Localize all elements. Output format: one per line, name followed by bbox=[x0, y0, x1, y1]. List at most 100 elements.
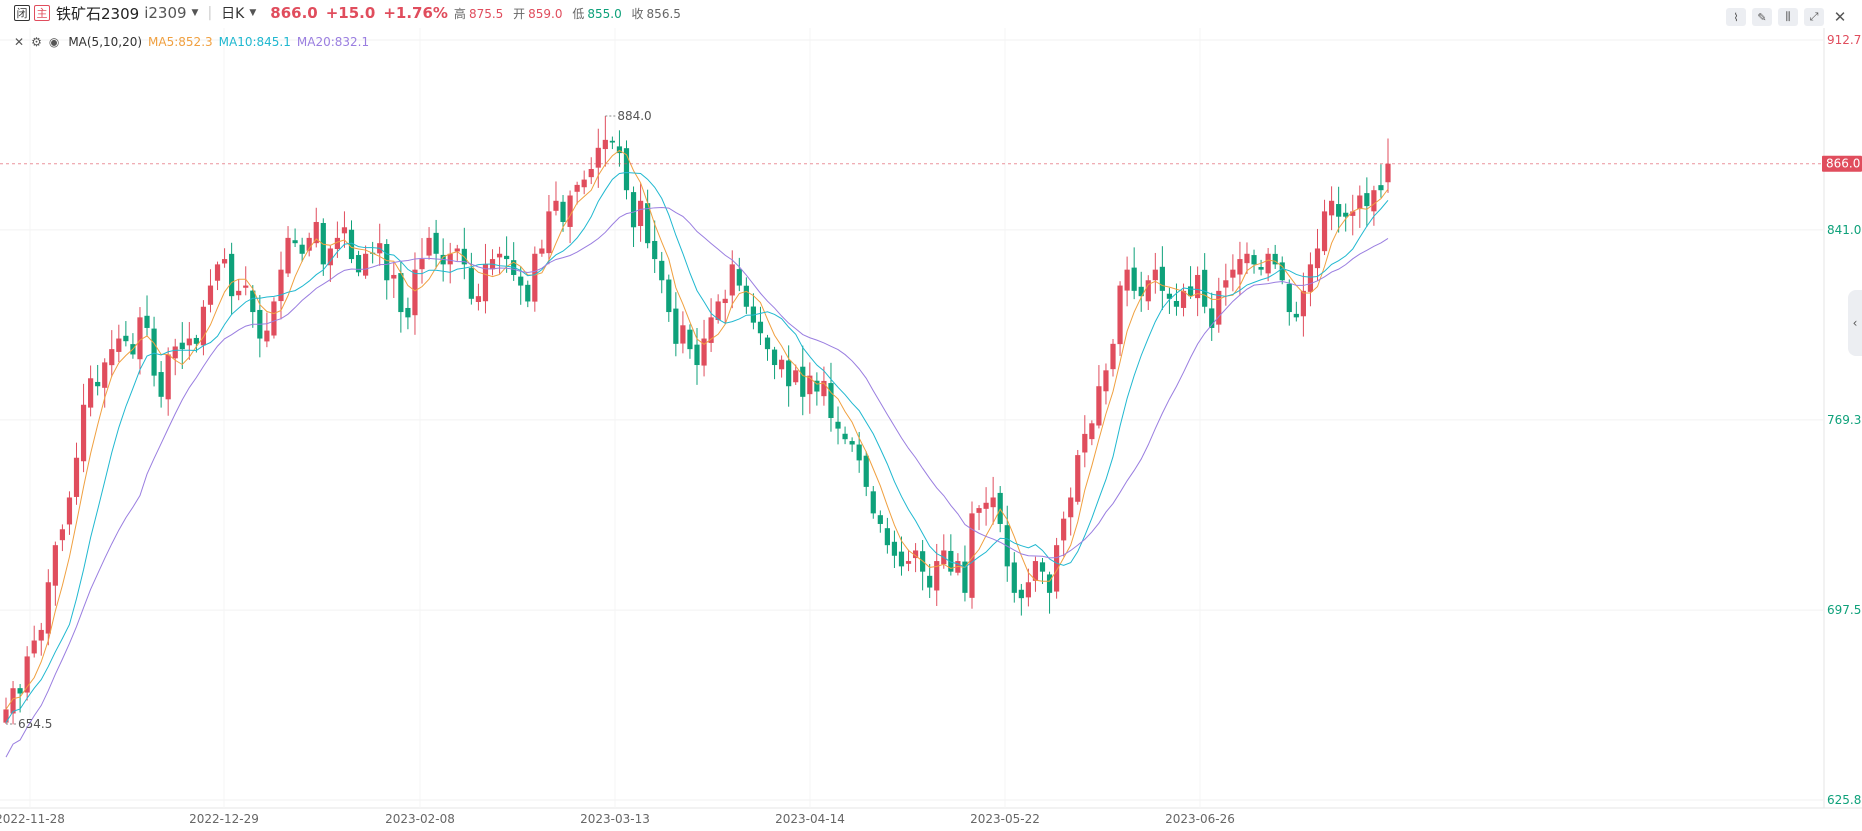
candle-body bbox=[990, 497, 996, 508]
symbol-code[interactable]: i2309 bbox=[144, 4, 187, 22]
candle-body bbox=[468, 268, 474, 299]
candle-body bbox=[687, 329, 693, 350]
candle-body bbox=[637, 200, 644, 227]
pencil-icon[interactable]: ✎ bbox=[1752, 8, 1772, 26]
candle-body bbox=[842, 433, 848, 440]
y-tick-label: 697.5 bbox=[1827, 603, 1861, 617]
candle-body bbox=[912, 550, 919, 559]
close-icon[interactable]: ✕ bbox=[1833, 8, 1847, 26]
toolbar: ⌇ ✎ ⫼ ⤢ ✕ bbox=[1726, 8, 1850, 26]
candle-body bbox=[363, 253, 369, 276]
candle-body bbox=[729, 264, 735, 296]
candle-body bbox=[80, 404, 87, 462]
candle-body bbox=[193, 337, 199, 344]
open-value: 859.0 bbox=[528, 6, 563, 21]
low-value: 855.0 bbox=[587, 6, 622, 21]
candle-body bbox=[1110, 343, 1116, 370]
candle-body bbox=[88, 378, 94, 408]
candle-body bbox=[299, 244, 305, 254]
candle-body bbox=[764, 337, 771, 350]
expand-icon[interactable]: ⤢ bbox=[1804, 8, 1824, 26]
x-tick-label: 2023-06-26 bbox=[1165, 812, 1235, 826]
candle-body bbox=[1328, 200, 1335, 216]
candle-body bbox=[821, 380, 827, 397]
candle-body bbox=[1336, 204, 1342, 217]
ma20-line bbox=[5, 207, 1389, 758]
candle-body bbox=[475, 296, 482, 302]
candle-body bbox=[1089, 423, 1095, 440]
chevron-left-icon[interactable]: ‹ bbox=[1848, 290, 1862, 356]
candle-body bbox=[1152, 269, 1158, 281]
last-price: 866.0 bbox=[270, 4, 318, 22]
candle-body bbox=[1082, 433, 1088, 453]
candle-body bbox=[341, 227, 348, 234]
candle-body bbox=[419, 259, 425, 270]
settings-icon[interactable]: ⚙ bbox=[31, 35, 42, 49]
candle-body bbox=[1371, 190, 1377, 212]
candle-body bbox=[1046, 574, 1053, 593]
symbol-name[interactable]: 铁矿石2309 bbox=[56, 4, 140, 23]
candle-body bbox=[433, 232, 439, 254]
candle-body bbox=[229, 253, 235, 297]
candle-body bbox=[877, 515, 883, 524]
candle-body bbox=[1343, 212, 1349, 217]
candle-body bbox=[539, 248, 545, 254]
candle-body bbox=[898, 551, 905, 567]
candle-body bbox=[504, 255, 510, 260]
ma-title: MA(5,10,20) bbox=[68, 35, 143, 49]
candle-body bbox=[384, 244, 390, 281]
close-label: 收 bbox=[631, 6, 644, 21]
ohlc-readout: 高 875.5 开 859.0 低 855.0 收 856.5 bbox=[454, 5, 687, 22]
candle-body bbox=[1286, 283, 1292, 313]
candle-body bbox=[10, 688, 16, 714]
candle-body bbox=[560, 201, 566, 222]
candle-body bbox=[123, 335, 129, 342]
candle-body bbox=[1244, 253, 1250, 264]
candle-body bbox=[1173, 300, 1180, 307]
candle-body bbox=[1138, 286, 1144, 297]
candle-body bbox=[673, 308, 679, 344]
candle-body bbox=[609, 140, 615, 143]
candle-body bbox=[948, 550, 954, 572]
candle-body bbox=[285, 237, 291, 274]
x-tick-label: 2023-03-13 bbox=[580, 812, 650, 826]
candle-body bbox=[3, 709, 9, 723]
candle-body bbox=[1364, 193, 1370, 207]
candle-body bbox=[581, 179, 587, 188]
candle-body bbox=[1039, 562, 1046, 572]
candle-body bbox=[828, 383, 834, 419]
candle-body bbox=[757, 321, 764, 334]
period-selector[interactable]: 日K bbox=[221, 6, 245, 22]
close-icon[interactable]: ✕ bbox=[14, 35, 25, 49]
candle-body bbox=[165, 354, 171, 400]
candle-body bbox=[595, 147, 601, 168]
chevron-down-icon[interactable]: ▼ bbox=[249, 8, 257, 18]
candle-body bbox=[1117, 285, 1123, 345]
candle-body bbox=[172, 346, 178, 359]
candle-body bbox=[779, 359, 785, 370]
candle-body bbox=[630, 192, 637, 228]
candle-body bbox=[870, 491, 876, 514]
candle-body bbox=[1124, 269, 1130, 291]
line-tool-icon[interactable]: ⌇ bbox=[1726, 8, 1746, 26]
ma5-line bbox=[5, 149, 1389, 710]
candle-body bbox=[652, 240, 658, 260]
candle-body bbox=[271, 301, 277, 336]
eye-icon[interactable]: ◉ bbox=[48, 35, 60, 49]
candle-body bbox=[1321, 211, 1328, 252]
candle-body bbox=[348, 229, 355, 260]
candle-body bbox=[186, 338, 192, 346]
high-value: 875.5 bbox=[468, 6, 504, 21]
last-price-tag bbox=[1822, 155, 1862, 172]
candle-body bbox=[52, 545, 58, 586]
candle-tool-icon[interactable]: ⫼ bbox=[1778, 8, 1798, 26]
candle-body bbox=[243, 285, 249, 288]
candle-body bbox=[1054, 545, 1060, 592]
y-tick-label: 625.8 bbox=[1827, 793, 1861, 807]
candle-body bbox=[602, 139, 608, 150]
candle-body bbox=[532, 253, 538, 302]
chevron-down-icon[interactable]: ▼ bbox=[191, 8, 199, 18]
candle-body bbox=[1061, 518, 1067, 541]
candle-body bbox=[391, 274, 397, 279]
